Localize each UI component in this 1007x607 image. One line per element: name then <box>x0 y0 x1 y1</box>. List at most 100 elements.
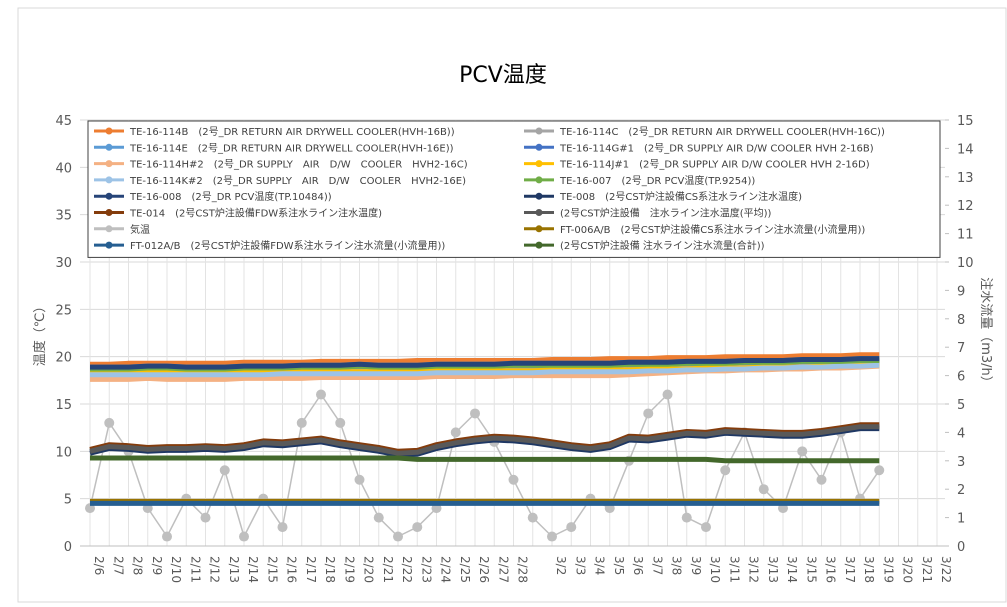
series-marker <box>470 408 480 419</box>
x-tick-label: 3/12 <box>747 556 761 583</box>
x-tick-label: 2/27 <box>496 556 510 583</box>
x-tick-label: 3/20 <box>901 556 915 583</box>
legend-label: TE-16-114K#2 (2号_DR SUPPLY AIR D/W COOLE… <box>129 175 466 187</box>
x-tick-label: 3/8 <box>670 556 684 575</box>
y2-tick-label: 6 <box>957 370 965 385</box>
legend-marker <box>535 192 543 200</box>
series-marker <box>643 408 654 419</box>
y2-tick-label: 4 <box>957 426 965 441</box>
series-marker <box>412 522 423 533</box>
series-marker <box>393 531 403 542</box>
y2-tick-label: 12 <box>957 199 974 214</box>
x-tick-label: 2/12 <box>208 556 222 583</box>
x-tick-label: 3/14 <box>785 556 799 583</box>
chart-title: PCV温度 <box>459 63 547 88</box>
y2-tick-label: 5 <box>957 398 965 413</box>
legend-label: FT-012A/B (2号CST炉注設備FDW系注水ライン注水流量(小流量用)) <box>130 239 445 252</box>
legend-marker <box>105 160 113 168</box>
legend-label: FT-006A/B (2号CST炉注設備CS系注水ライン注水流量(小流量用)) <box>560 223 865 236</box>
series-line <box>89 393 880 538</box>
legend-marker <box>105 127 113 135</box>
y2-tick-label: 0 <box>957 540 965 555</box>
x-tick-label: 3/11 <box>727 556 741 583</box>
series-marker <box>701 522 711 533</box>
legend-label: (2号CST炉注設備 注水ライン注水流量(合計)) <box>560 239 765 252</box>
legend-marker <box>535 127 543 135</box>
legend-label: TE-16-114G#1 (2号_DR SUPPLY AIR D/W COOLE… <box>559 142 874 154</box>
y-tick-label: 5 <box>64 493 72 508</box>
series-marker <box>296 417 307 428</box>
x-tick-label: 2/25 <box>458 556 472 583</box>
y-tick-label: 0 <box>64 540 72 555</box>
x-tick-label: 2/14 <box>246 556 260 583</box>
x-tick-label: 3/2 <box>554 556 568 575</box>
legend-marker <box>105 143 113 151</box>
x-tick-label: 2/17 <box>304 556 318 583</box>
x-tick-label: 2/28 <box>516 556 530 583</box>
series-marker <box>720 465 731 476</box>
x-tick-label: 3/17 <box>843 556 857 583</box>
y2-tick-label: 11 <box>957 228 974 243</box>
series-marker <box>874 465 885 476</box>
x-tick-label: 2/10 <box>169 556 183 583</box>
legend-label: TE-16-114B (2号_DR RETURN AIR DRYWELL COO… <box>129 126 455 138</box>
y2-tick-label: 3 <box>957 455 965 470</box>
y2-tick-label: 1 <box>957 512 965 527</box>
series-marker <box>816 474 827 485</box>
legend-marker <box>535 209 543 216</box>
chart-frame <box>17 7 1007 603</box>
legend-label: TE-16-114H#2 (2号_DR SUPPLY AIR D/W COOLE… <box>129 159 468 171</box>
legend-label: TE-16-114E (2号_DR RETURN AIR DRYWELL COO… <box>129 142 454 154</box>
series-marker <box>335 417 346 428</box>
legend-label: TE-16-008 (2号_DR PCV温度(TP.10484)) <box>129 190 332 203</box>
series-marker <box>239 531 249 542</box>
y-tick-label: 45 <box>55 114 72 129</box>
series-marker <box>758 484 769 495</box>
legend-marker <box>105 209 113 216</box>
series-marker <box>508 474 519 485</box>
legend-marker <box>535 143 543 151</box>
legend-marker <box>535 160 543 168</box>
series-marker <box>162 531 172 542</box>
x-tick-label: 2/6 <box>92 556 106 575</box>
y2-axis-label: 注水流量（m3/h） <box>978 277 993 389</box>
x-tick-label: 2/22 <box>400 556 414 583</box>
legend-box <box>87 120 941 258</box>
x-tick-label: 3/10 <box>708 556 722 583</box>
y-tick-label: 40 <box>55 161 72 176</box>
series-marker <box>316 389 326 400</box>
series-line <box>90 362 880 378</box>
x-tick-label: 2/21 <box>381 556 395 583</box>
y-tick-label: 25 <box>55 303 72 318</box>
y-axis-label: 温度（℃） <box>32 300 48 367</box>
x-tick-label: 3/4 <box>593 556 607 575</box>
series-marker <box>566 522 577 533</box>
series-marker <box>797 446 808 457</box>
x-tick-label: 2/16 <box>285 556 299 583</box>
y2-tick-label: 13 <box>957 171 974 186</box>
y-tick-label: 20 <box>55 351 72 366</box>
x-tick-label: 3/22 <box>939 556 953 583</box>
x-tick-label: 3/18 <box>862 556 876 583</box>
x-tick-label: 3/13 <box>766 556 780 583</box>
series-marker <box>450 427 461 438</box>
legend-label: 気温 <box>130 223 150 236</box>
y-tick-label: 30 <box>55 256 72 271</box>
x-tick-label: 3/7 <box>650 556 664 575</box>
legend-label: (2号CST炉注設備 注水ライン注水温度(平均)) <box>560 207 772 220</box>
series-marker <box>354 474 365 485</box>
series-marker <box>662 389 673 400</box>
y2-tick-label: 2 <box>957 483 965 498</box>
y2-tick-label: 7 <box>957 341 965 356</box>
x-tick-label: 2/9 <box>150 556 164 575</box>
legend-marker <box>105 225 113 233</box>
legend-label: TE-16-114J#1 (2号_DR SUPPLY AIR D/W COOLE… <box>559 159 870 171</box>
series-line <box>90 455 880 464</box>
legend-label: TE-008 (2号CST炉注設備CS系注水ライン注水温度) <box>559 190 802 203</box>
x-tick-label: 3/15 <box>804 556 818 583</box>
legend-label: TE-16-007 (2号_DR PCV温度(TP.9254)) <box>559 174 755 187</box>
legend-marker <box>535 176 543 184</box>
y2-tick-label: 9 <box>957 284 965 299</box>
series-marker <box>219 465 230 476</box>
